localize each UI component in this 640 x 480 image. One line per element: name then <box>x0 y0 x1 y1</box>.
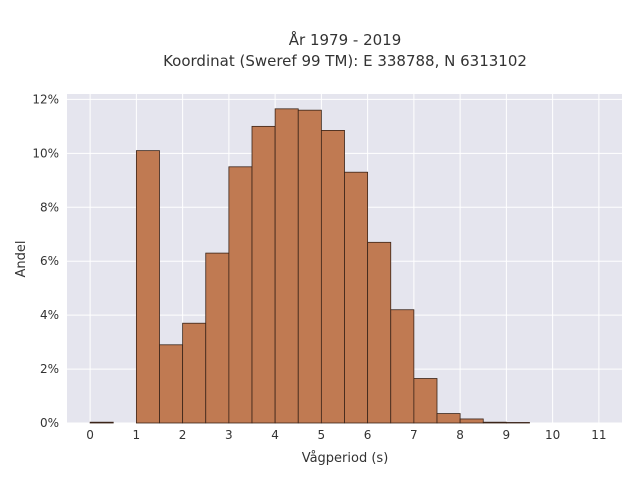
histogram-bar <box>482 421 507 424</box>
histogram-bar <box>89 421 114 424</box>
histogram-bar <box>390 309 415 424</box>
histogram-bar <box>228 166 253 424</box>
y-tick-label: 4% <box>40 308 59 322</box>
x-axis-ticks: 0 1 2 3 4 5 6 7 8 9 10 11 <box>86 428 606 442</box>
x-tick-label: 5 <box>318 428 326 442</box>
x-tick-label: 7 <box>410 428 418 442</box>
y-axis-ticks: 0% 2% 4% 6% 8% 10% 12% <box>32 92 59 430</box>
histogram-bar <box>320 130 345 424</box>
histogram-bar <box>413 378 438 424</box>
chart-title-line2: Koordinat (Sweref 99 TM): E 338788, N 63… <box>163 52 527 70</box>
x-tick-label: 6 <box>364 428 372 442</box>
histogram-bar <box>436 413 461 424</box>
x-tick-label: 4 <box>271 428 279 442</box>
x-tick-label: 10 <box>545 428 560 442</box>
histogram-bar <box>274 108 299 424</box>
histogram-bar <box>344 171 369 424</box>
y-tick-label: 12% <box>32 92 59 106</box>
histogram-bar <box>297 109 322 424</box>
y-tick-label: 6% <box>40 254 59 268</box>
y-axis-label: Andel <box>14 241 29 278</box>
y-tick-label: 10% <box>32 146 59 160</box>
histogram-bar <box>159 344 184 424</box>
x-tick-label: 11 <box>591 428 606 442</box>
x-tick-label: 2 <box>179 428 187 442</box>
histogram-bar <box>459 418 484 424</box>
y-tick-label: 2% <box>40 362 59 376</box>
y-tick-label: 8% <box>40 200 59 214</box>
histogram-bar <box>367 241 392 424</box>
chart-title-line1: År 1979 - 2019 <box>289 30 402 49</box>
x-tick-label: 9 <box>503 428 511 442</box>
histogram-bar <box>505 422 530 424</box>
histogram-bar <box>135 150 160 424</box>
x-tick-label: 0 <box>86 428 94 442</box>
x-tick-label: 8 <box>456 428 464 442</box>
histogram-bar <box>251 125 276 424</box>
histogram-bar <box>205 252 230 424</box>
x-tick-label: 3 <box>225 428 233 442</box>
x-tick-label: 1 <box>133 428 141 442</box>
histogram-bar <box>182 322 207 424</box>
bars <box>89 108 530 424</box>
y-tick-label: 0% <box>40 416 59 430</box>
x-axis-label: Vågperiod (s) <box>302 451 389 466</box>
